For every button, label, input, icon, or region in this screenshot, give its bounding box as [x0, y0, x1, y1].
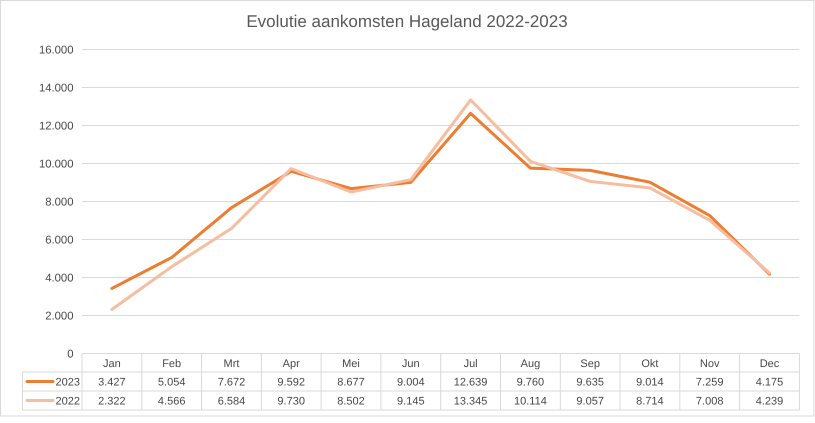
svg-text:9.760: 9.760	[517, 376, 545, 388]
svg-text:2.322: 2.322	[98, 395, 126, 407]
svg-text:16.000: 16.000	[39, 44, 74, 56]
svg-text:9.635: 9.635	[576, 376, 604, 388]
svg-text:Aug: Aug	[521, 358, 541, 370]
svg-text:7.259: 7.259	[696, 376, 724, 388]
svg-text:10.000: 10.000	[39, 158, 74, 170]
svg-text:Feb: Feb	[162, 358, 181, 370]
svg-text:Nov: Nov	[700, 358, 720, 370]
svg-text:Apr: Apr	[283, 358, 300, 370]
svg-text:9.145: 9.145	[397, 395, 425, 407]
svg-text:9.014: 9.014	[636, 376, 664, 388]
svg-text:9.057: 9.057	[576, 395, 604, 407]
svg-text:12.639: 12.639	[454, 376, 488, 388]
svg-text:Jun: Jun	[402, 358, 420, 370]
svg-text:12.000: 12.000	[39, 120, 74, 132]
svg-text:9.730: 9.730	[277, 395, 305, 407]
svg-text:4.000: 4.000	[45, 272, 73, 284]
svg-text:9.592: 9.592	[277, 376, 305, 388]
svg-text:9.004: 9.004	[397, 376, 425, 388]
svg-text:Mrt: Mrt	[224, 358, 240, 370]
svg-text:7.672: 7.672	[218, 376, 246, 388]
svg-text:2023: 2023	[56, 376, 80, 388]
svg-text:4.175: 4.175	[756, 376, 784, 388]
svg-text:0: 0	[67, 348, 73, 360]
svg-text:4.566: 4.566	[158, 395, 186, 407]
svg-text:7.008: 7.008	[696, 395, 724, 407]
svg-text:Mei: Mei	[342, 358, 360, 370]
svg-text:Jul: Jul	[464, 358, 478, 370]
svg-text:3.427: 3.427	[98, 376, 126, 388]
svg-text:6.584: 6.584	[218, 395, 246, 407]
svg-text:Sep: Sep	[580, 358, 600, 370]
svg-text:Dec: Dec	[760, 358, 780, 370]
svg-text:5.054: 5.054	[158, 376, 186, 388]
svg-text:10.114: 10.114	[514, 395, 547, 407]
svg-text:8.714: 8.714	[636, 395, 664, 407]
svg-text:8.502: 8.502	[337, 395, 365, 407]
svg-text:8.000: 8.000	[45, 196, 73, 208]
svg-text:8.677: 8.677	[337, 376, 365, 388]
svg-text:Okt: Okt	[641, 358, 658, 370]
svg-text:6.000: 6.000	[45, 234, 73, 246]
svg-text:4.239: 4.239	[756, 395, 784, 407]
svg-text:2.000: 2.000	[45, 310, 73, 322]
svg-text:14.000: 14.000	[39, 82, 74, 94]
svg-text:13.345: 13.345	[454, 395, 488, 407]
svg-text:2022: 2022	[56, 395, 80, 407]
svg-text:Jan: Jan	[103, 358, 121, 370]
svg-text:Evolutie aankomsten Hageland 2: Evolutie aankomsten Hageland 2022-2023	[246, 12, 567, 31]
